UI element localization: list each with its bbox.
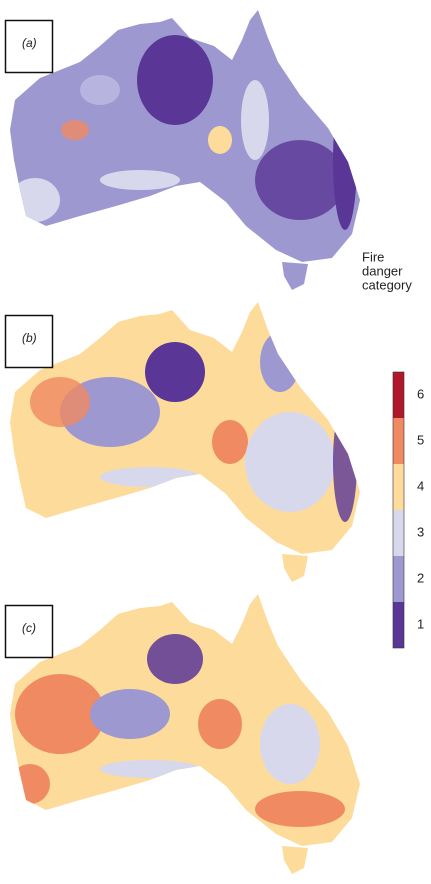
legend-swatch — [393, 510, 404, 556]
panel-label-box — [4, 314, 54, 369]
legend-swatch — [393, 464, 404, 510]
legend-title: Fire — [362, 249, 384, 264]
legend-label: 5 — [417, 432, 424, 447]
panel-label: (c) — [22, 621, 36, 635]
legend-label: 6 — [417, 386, 424, 401]
panel-label-box — [4, 19, 54, 74]
legend-frame — [392, 371, 405, 649]
legend-swatch — [393, 418, 404, 464]
legend-label: 1 — [417, 616, 424, 631]
legend-title: danger — [362, 263, 403, 278]
legend-swatch — [393, 372, 404, 418]
panel-label-box — [4, 604, 54, 659]
map-panel-c — [10, 594, 360, 874]
legend-swatch — [393, 556, 404, 602]
map-panel-a — [10, 10, 360, 290]
map-panel-b — [10, 302, 360, 582]
legend-label: 4 — [417, 478, 424, 493]
legend-label: 2 — [417, 570, 424, 585]
legend-swatch — [393, 602, 404, 648]
legend-title: category — [362, 277, 412, 292]
legend-label: 3 — [417, 524, 424, 539]
panel-label: (b) — [22, 331, 37, 345]
panel-label: (a) — [22, 36, 37, 50]
